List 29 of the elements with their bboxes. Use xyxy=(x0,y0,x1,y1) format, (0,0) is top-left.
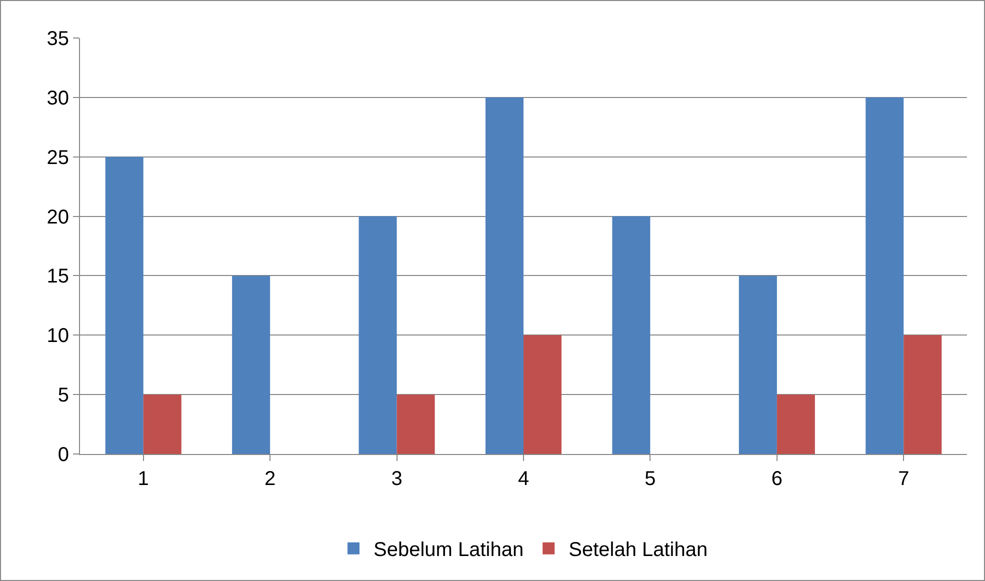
bar xyxy=(232,276,270,454)
bar xyxy=(738,276,777,454)
y-tick-label: 30 xyxy=(46,87,69,110)
x-tick-label: 3 xyxy=(391,468,402,490)
bar xyxy=(866,97,904,454)
bar xyxy=(776,394,815,454)
bar xyxy=(105,156,144,454)
bar xyxy=(396,394,435,454)
x-tick-label: 5 xyxy=(644,468,656,490)
y-tick-label: 5 xyxy=(58,384,69,407)
y-tick-label: 20 xyxy=(46,206,69,228)
legend-label: Sebelum Latihan xyxy=(374,539,524,562)
y-tick-label: 15 xyxy=(46,266,69,288)
y-tick-label: 35 xyxy=(46,28,69,50)
y-tick-label: 25 xyxy=(46,146,69,169)
bar xyxy=(524,335,562,454)
x-tick-label: 4 xyxy=(518,468,530,490)
y-tick-label: 10 xyxy=(46,325,69,348)
x-tick-label: 7 xyxy=(898,468,910,490)
x-tick-label: 6 xyxy=(771,468,782,490)
x-tick-label: 2 xyxy=(264,468,276,490)
bar xyxy=(485,97,524,454)
bar xyxy=(612,216,650,454)
x-tick-label: 1 xyxy=(138,468,149,490)
y-tick-label: 0 xyxy=(58,444,69,466)
bar xyxy=(358,216,397,454)
bar xyxy=(143,394,182,454)
bar xyxy=(904,335,942,454)
legend-label: Setelah Latihan xyxy=(568,539,708,562)
